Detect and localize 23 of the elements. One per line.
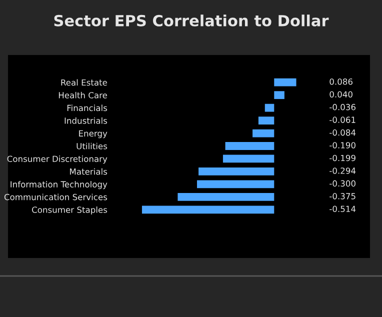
data-label: -0.514 bbox=[330, 206, 356, 212]
data-label: -0.375 bbox=[330, 193, 356, 200]
y-tick-label: Communication Services bbox=[4, 194, 108, 200]
y-tick-label: Information Technology bbox=[10, 181, 108, 190]
data-label: 0.086 bbox=[330, 78, 352, 85]
y-tick-label: Consumer Staples bbox=[32, 206, 108, 215]
y-tick-label: Consumer Discretionary bbox=[7, 156, 108, 164]
data-label: -0.199 bbox=[330, 154, 356, 162]
data-label: -0.190 bbox=[330, 142, 356, 148]
data-label: -0.294 bbox=[330, 168, 356, 174]
y-tick-label: Energy bbox=[79, 130, 108, 138]
y-tick-label: Real Estate bbox=[61, 79, 107, 86]
data-label: -0.300 bbox=[330, 180, 356, 187]
data-label: -0.061 bbox=[330, 116, 356, 123]
chart-title: Sector EPS Correlation to Dollar bbox=[54, 14, 329, 26]
y-tick-label: Materials bbox=[70, 168, 108, 175]
y-tick-label: Industrials bbox=[64, 117, 108, 124]
y-tick-label: Utilities bbox=[76, 142, 108, 150]
y-tick-label: Health Care bbox=[58, 92, 107, 98]
data-label: -0.084 bbox=[330, 129, 356, 136]
data-label: -0.036 bbox=[330, 104, 356, 110]
data-label: 0.040 bbox=[330, 91, 352, 98]
y-tick-label: Financials bbox=[67, 104, 108, 112]
